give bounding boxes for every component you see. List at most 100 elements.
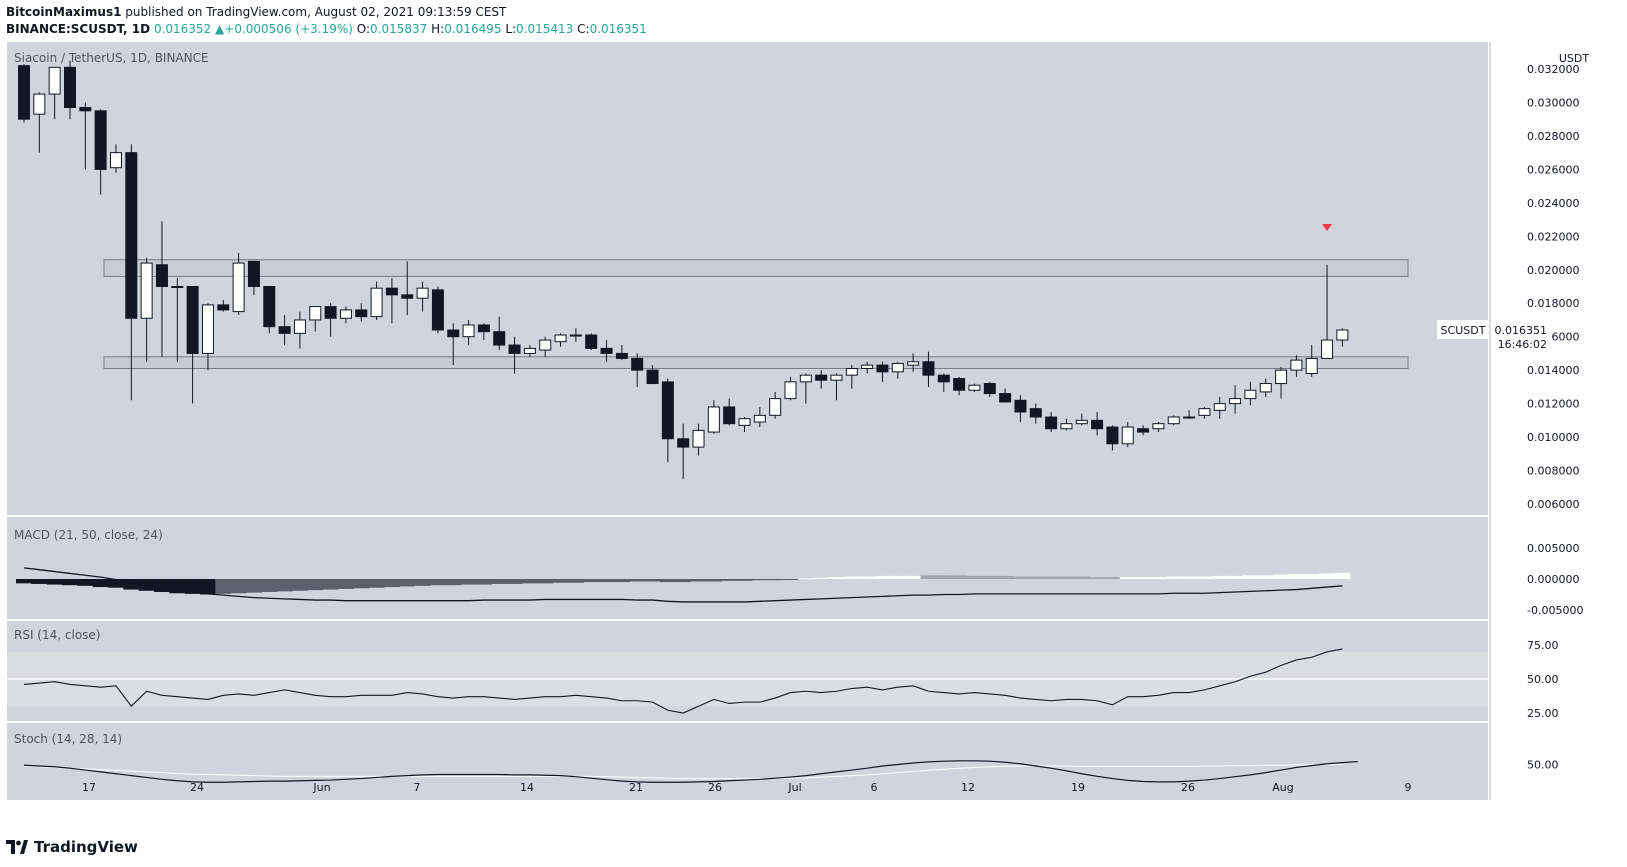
macd-histogram-bar — [629, 579, 646, 582]
candle — [861, 361, 874, 374]
candle — [1336, 328, 1349, 347]
macd-histogram-bar — [1012, 576, 1029, 579]
macd-histogram-bar — [1227, 575, 1244, 579]
price-tick-label: 0.032000 — [1527, 63, 1580, 76]
candle — [171, 278, 184, 362]
macd-histogram-bar — [767, 579, 784, 581]
candle-body — [1121, 426, 1134, 445]
tradingview-brand: TradingView — [34, 838, 138, 856]
time-tick-label: 9 — [1405, 781, 1412, 794]
candle-body — [370, 287, 383, 318]
macd-histogram-bar — [905, 575, 922, 579]
candle — [355, 303, 368, 322]
author-name[interactable]: BitcoinMaximus1 — [6, 5, 122, 19]
candle-body — [1305, 357, 1318, 375]
candle — [1137, 425, 1150, 436]
candle-body — [891, 362, 904, 373]
price-tick-label: 0.010000 — [1527, 431, 1580, 444]
candle — [63, 60, 76, 120]
macd-histogram-bar — [797, 578, 814, 580]
candle-body — [845, 367, 858, 376]
macd-histogram-bar — [613, 579, 630, 583]
candle-body — [1213, 403, 1226, 411]
candle — [48, 66, 61, 120]
candle-body — [784, 381, 797, 400]
candle — [1029, 403, 1042, 424]
candle-body — [922, 361, 935, 376]
macd-histogram-bar — [1288, 574, 1305, 579]
candle-body — [232, 262, 245, 313]
macd-label: MACD (21, 50, close, 24) — [14, 528, 163, 542]
macd-histogram-bar — [245, 579, 262, 593]
macd-histogram-bar — [920, 575, 937, 579]
candle — [263, 286, 276, 334]
macd-histogram-bar — [935, 575, 952, 579]
macd-histogram-bar — [399, 579, 416, 587]
stoch-d-line — [23, 764, 1343, 780]
candle — [845, 365, 858, 389]
macd-histogram-bar — [705, 579, 722, 582]
candle-body — [569, 334, 582, 337]
candle-body — [416, 287, 429, 299]
candle — [815, 370, 828, 389]
macd-histogram-bar — [61, 579, 78, 586]
macd-histogram-bar — [414, 579, 431, 586]
open-value: 0.015837 — [370, 22, 428, 36]
price-tick-label: 0.026000 — [1527, 163, 1580, 176]
price-tick-label: 0.012000 — [1527, 398, 1580, 411]
macd-histogram-bar — [1242, 575, 1259, 579]
macd-histogram-bar — [353, 579, 370, 589]
candle — [907, 353, 920, 372]
macd-histogram-bar — [322, 579, 339, 590]
candle — [615, 345, 628, 361]
macd-line — [23, 567, 1343, 603]
candle — [1305, 345, 1318, 377]
time-tick-label: Jun — [312, 781, 330, 794]
candle-body — [707, 406, 720, 433]
macd-histogram-bar — [506, 579, 523, 584]
candle-body — [968, 384, 981, 391]
time-tick-label: Jul — [787, 781, 801, 794]
price-tick-label: 0.008000 — [1527, 465, 1580, 478]
stoch-label: Stoch (14, 28, 14) — [14, 732, 122, 746]
candle — [186, 286, 199, 404]
low-label: L: — [505, 22, 517, 36]
macd-histogram-bar — [1027, 576, 1044, 579]
candle — [753, 406, 766, 428]
time-tick-label: 14 — [520, 781, 534, 794]
candle — [1183, 410, 1196, 419]
candle-body — [63, 66, 76, 108]
candle — [922, 351, 935, 387]
macd-tick-label: 0.005000 — [1527, 542, 1580, 555]
price-tick-label: 0.024000 — [1527, 197, 1580, 210]
macd-tick-label: 0.000000 — [1527, 573, 1580, 586]
chart-canvas[interactable]: 0.032000 0.030000 0.028000 0.026000 0.024000… — [0, 42, 1627, 802]
tradingview-logo[interactable]: TradingView — [6, 838, 138, 856]
candle-body — [1183, 416, 1196, 419]
macd-histogram-bar — [843, 576, 860, 579]
rsi-tick-label: 75.00 — [1527, 639, 1559, 652]
candle-body — [339, 309, 352, 319]
candle-body — [753, 414, 766, 423]
candle — [539, 336, 552, 357]
macd-histogram-bar — [981, 575, 998, 579]
candle-body — [477, 324, 490, 333]
candle-body — [1091, 419, 1104, 430]
symbol-label: BINANCE:SCUSDT, 1D — [6, 22, 151, 36]
candle — [646, 365, 659, 385]
candle — [1060, 418, 1073, 431]
publish-info: BitcoinMaximus1 published on TradingView… — [6, 5, 506, 19]
macd-histogram-bar — [1058, 576, 1075, 579]
macd-histogram-bar — [1043, 576, 1060, 579]
candle — [18, 63, 30, 123]
macd-histogram-bar — [460, 579, 477, 585]
candle-body — [94, 110, 107, 170]
stoch-tick-label: 50.00 — [1527, 759, 1559, 772]
candle — [217, 299, 230, 312]
time-tick-label: 24 — [190, 781, 204, 794]
time-tick-label: 26 — [1181, 781, 1195, 794]
candle-body — [293, 319, 306, 334]
candle-body — [263, 286, 276, 328]
macd-histogram-bar — [782, 579, 799, 580]
macd-histogram-bar — [552, 579, 569, 583]
